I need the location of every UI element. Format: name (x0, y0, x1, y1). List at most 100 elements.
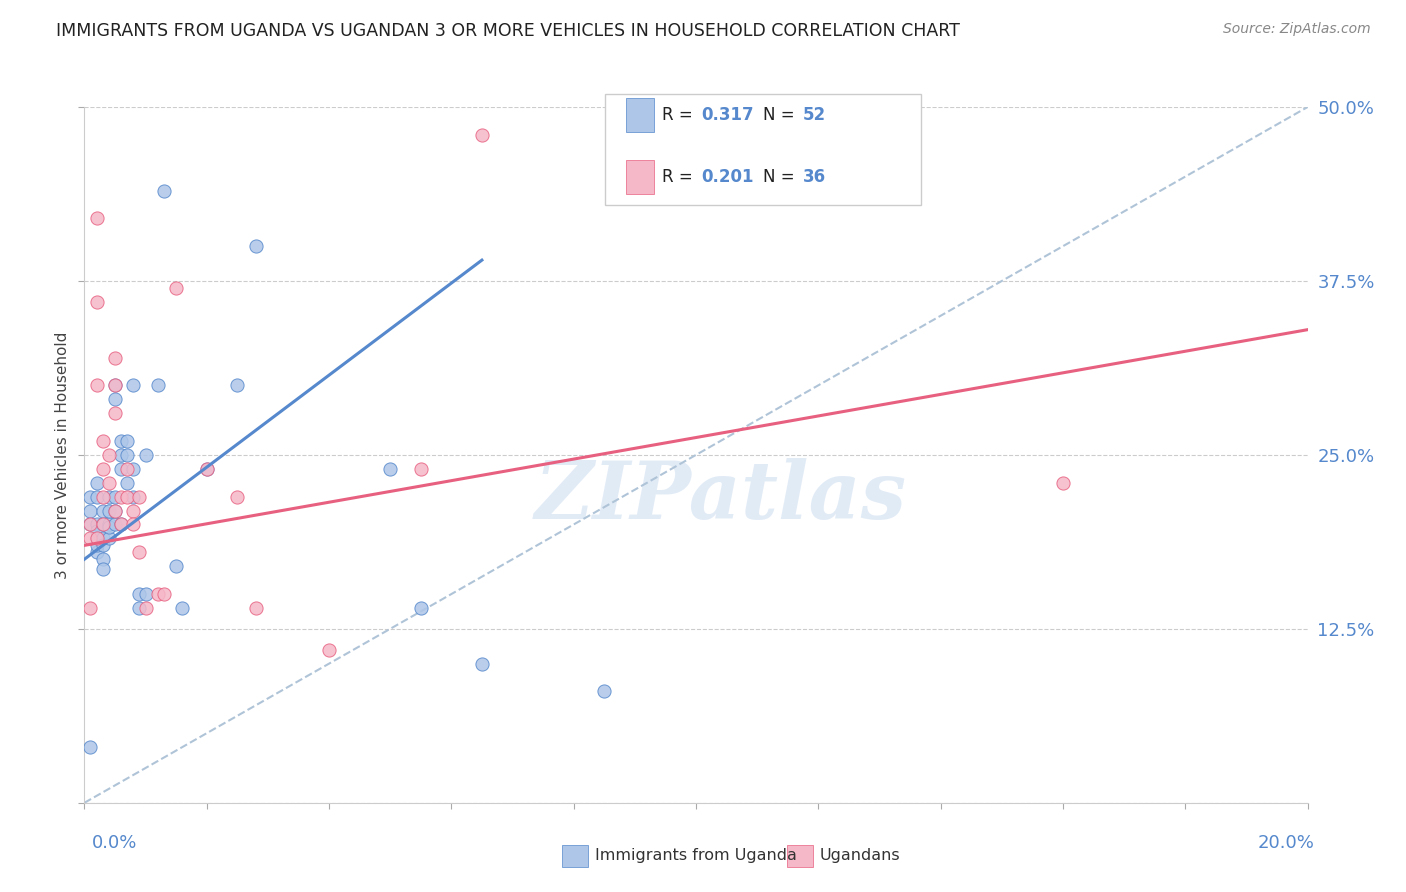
Point (135, 448, 157, 462)
Point (115, 448, 138, 462)
Text: R =: R = (662, 168, 699, 186)
Point (1052, 475, 1074, 490)
Point (593, 684, 616, 698)
Point (110, 434, 132, 448)
Point (122, 378, 145, 392)
Point (97, 503, 120, 517)
Point (79, 517, 101, 532)
Point (165, 559, 187, 574)
Text: Source: ZipAtlas.com: Source: ZipAtlas.com (1223, 22, 1371, 37)
Point (122, 503, 145, 517)
Point (110, 448, 132, 462)
Point (104, 490, 127, 504)
Point (86, 545, 108, 559)
Point (86, 490, 108, 504)
Point (153, 587, 176, 601)
Point (104, 503, 127, 517)
Point (97, 520, 120, 534)
Point (79, 601, 101, 615)
Point (79, 740, 101, 755)
Text: 0.201: 0.201 (702, 168, 754, 186)
Point (86, 475, 108, 490)
Point (104, 378, 127, 392)
Point (135, 601, 157, 615)
Point (135, 587, 157, 601)
Text: 0.317: 0.317 (702, 106, 754, 124)
Point (165, 281, 187, 295)
Y-axis label: 3 or more Vehicles in Household: 3 or more Vehicles in Household (55, 331, 70, 579)
Point (110, 517, 132, 532)
Text: Ugandans: Ugandans (820, 848, 900, 863)
Point (91, 517, 114, 532)
Point (91, 517, 114, 532)
Point (91, 552, 114, 566)
Point (97, 517, 120, 532)
Text: Immigrants from Uganda: Immigrants from Uganda (595, 848, 797, 863)
Point (104, 503, 127, 517)
Point (91, 490, 114, 504)
Point (104, 351, 127, 365)
Point (172, 601, 194, 615)
Point (79, 532, 101, 546)
Text: R =: R = (662, 106, 699, 124)
Point (115, 475, 138, 490)
Text: 36: 36 (803, 168, 825, 186)
Point (86, 532, 108, 546)
Point (146, 587, 169, 601)
Point (471, 128, 494, 142)
Point (153, 184, 176, 198)
Point (86, 532, 108, 546)
Point (122, 490, 145, 504)
Point (110, 490, 132, 504)
Point (97, 448, 120, 462)
Text: 0.0%: 0.0% (91, 834, 136, 852)
Point (471, 657, 494, 671)
Point (226, 378, 249, 392)
Point (128, 490, 150, 504)
Point (245, 239, 267, 253)
Point (91, 462, 114, 476)
Point (146, 378, 169, 392)
Point (380, 462, 402, 476)
Point (128, 587, 150, 601)
Point (91, 503, 114, 517)
Point (97, 532, 120, 546)
Point (110, 517, 132, 532)
Point (318, 642, 340, 657)
Point (79, 503, 101, 517)
Point (86, 538, 108, 552)
Text: IMMIGRANTS FROM UGANDA VS UGANDAN 3 OR MORE VEHICLES IN HOUSEHOLD CORRELATION CH: IMMIGRANTS FROM UGANDA VS UGANDAN 3 OR M… (56, 22, 960, 40)
Point (104, 378, 127, 392)
Point (86, 211, 108, 226)
Point (409, 462, 432, 476)
Point (128, 545, 150, 559)
Point (86, 294, 108, 309)
Point (104, 392, 127, 407)
Point (104, 517, 127, 532)
Point (128, 601, 150, 615)
Point (86, 517, 108, 532)
Text: 20.0%: 20.0% (1258, 834, 1315, 852)
Point (122, 517, 145, 532)
Point (245, 601, 267, 615)
Point (91, 434, 114, 448)
Point (195, 462, 218, 476)
Point (91, 538, 114, 552)
Point (97, 475, 120, 490)
Point (86, 524, 108, 539)
Point (115, 434, 138, 448)
Point (115, 462, 138, 476)
Point (195, 462, 218, 476)
Point (91, 562, 114, 576)
Point (122, 462, 145, 476)
Text: 52: 52 (803, 106, 825, 124)
Point (226, 490, 249, 504)
Point (115, 490, 138, 504)
Point (86, 378, 108, 392)
Point (104, 406, 127, 420)
Text: N =: N = (763, 168, 800, 186)
Point (409, 601, 432, 615)
Text: ZIPatlas: ZIPatlas (534, 458, 907, 535)
Point (79, 490, 101, 504)
Point (79, 517, 101, 532)
